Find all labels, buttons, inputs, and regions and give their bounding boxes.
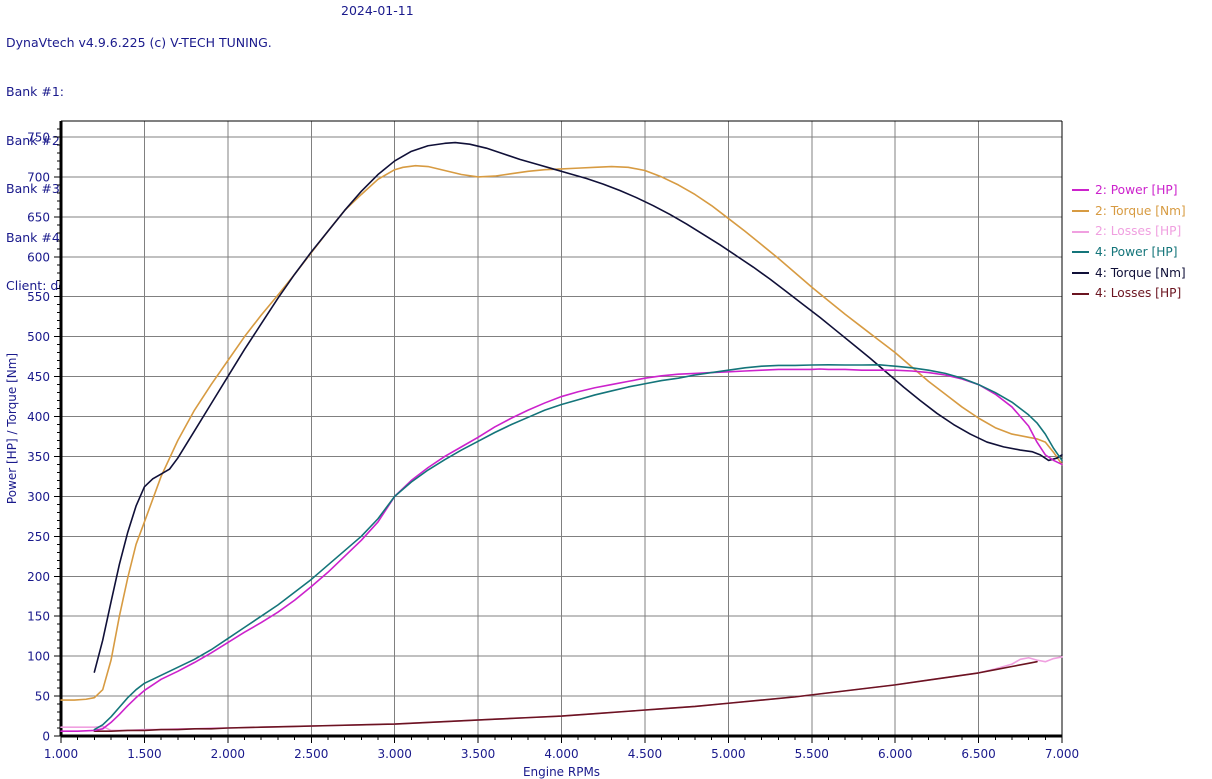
y-tick-label: 150	[27, 610, 50, 624]
y-tick-label: 500	[27, 330, 50, 344]
series-line	[93, 364, 1063, 731]
x-tick-label: 4.500	[628, 747, 662, 761]
y-tick-label: 550	[27, 290, 50, 304]
legend-color-swatch	[1072, 210, 1089, 213]
y-tick-label: 250	[27, 530, 50, 544]
y-tick-label: 200	[27, 570, 50, 584]
x-tick-label: 1.500	[127, 747, 161, 761]
y-axis-title: Power [HP] / Torque [Nm]	[5, 353, 19, 504]
y-tick-label: 750	[27, 130, 50, 144]
series-line	[60, 164, 1063, 701]
header-line-app: DynaVtech v4.9.6.225 (c) V-TECH TUNING. 2…	[6, 3, 706, 51]
legend-item[interactable]: 2: Power [HP]	[1072, 180, 1212, 201]
y-tick-label: 350	[27, 450, 50, 464]
legend-item[interactable]: 4: Losses [HP]	[1072, 283, 1212, 304]
legend-label: 2: Losses [HP]	[1095, 224, 1182, 239]
series-line	[93, 141, 1063, 673]
series-line	[60, 368, 1063, 733]
y-tick-label: 50	[35, 690, 50, 704]
x-tick-label: 3.500	[461, 747, 495, 761]
x-tick-label: 5.500	[795, 747, 829, 761]
legend-item[interactable]: 4: Torque [Nm]	[1072, 263, 1212, 284]
x-tick-label: 5.000	[711, 747, 745, 761]
x-tick-label: 1.000	[44, 747, 78, 761]
legend-label: 2: Power [HP]	[1095, 183, 1178, 197]
y-tick-label: 0	[42, 730, 50, 744]
gridlines	[61, 121, 1062, 736]
x-tick-label: 6.000	[878, 747, 912, 761]
x-tick-label: 2.500	[294, 747, 328, 761]
legend-label: 2: Torque [Nm]	[1095, 203, 1186, 218]
y-tick-label: 400	[27, 410, 50, 424]
legend-color-swatch	[1072, 272, 1089, 275]
legend-color-swatch	[1072, 189, 1089, 192]
legend-color-swatch	[1072, 251, 1089, 254]
x-tick-label: 2.000	[211, 747, 245, 761]
x-tick-label: 6.500	[961, 747, 995, 761]
x-tick-label: 7.000	[1045, 747, 1079, 761]
legend-item[interactable]: 2: Losses [HP]	[1072, 221, 1212, 242]
y-tick-label: 450	[27, 370, 50, 384]
legend-label: 4: Losses [HP]	[1095, 286, 1182, 301]
y-tick-label: 300	[27, 490, 50, 504]
x-tick-label: 3.000	[377, 747, 411, 761]
legend-label: 4: Torque [Nm]	[1095, 265, 1186, 280]
data-series	[60, 141, 1063, 733]
axis-frame	[59, 120, 1063, 738]
x-tick-label: 4.000	[544, 747, 578, 761]
legend-color-swatch	[1072, 230, 1089, 233]
series-line	[93, 660, 1038, 733]
x-tick-labels: 1.000 1.500 2.000 2.500 3.000 3.500 4.000 4.500…	[44, 747, 1079, 761]
y-tick-label: 700	[27, 170, 50, 184]
y-tick-label: 650	[27, 210, 50, 224]
report-date: 2024-01-11	[341, 3, 414, 18]
chart-legend: 2: Power [HP] 2: Torque [Nm] 2: Losses [HP…	[1072, 180, 1212, 304]
legend-color-swatch	[1072, 292, 1089, 295]
legend-item[interactable]: 4: Power [HP]	[1072, 242, 1212, 263]
header-line-bank1: Bank #1:	[6, 84, 65, 99]
x-axis-title: Engine RPMs	[523, 765, 600, 779]
legend-item[interactable]: 2: Torque [Nm]	[1072, 201, 1212, 222]
legend-label: 4: Power [HP]	[1095, 245, 1178, 260]
y-tick-label: 600	[27, 250, 50, 264]
app-title: DynaVtech v4.9.6.225 (c) V-TECH TUNING.	[6, 35, 272, 51]
y-tick-label: 100	[27, 650, 50, 664]
y-tick-labels: 0 50 100 150 200 250 300 350 400 450 500 550 600 650 7…	[27, 130, 50, 743]
